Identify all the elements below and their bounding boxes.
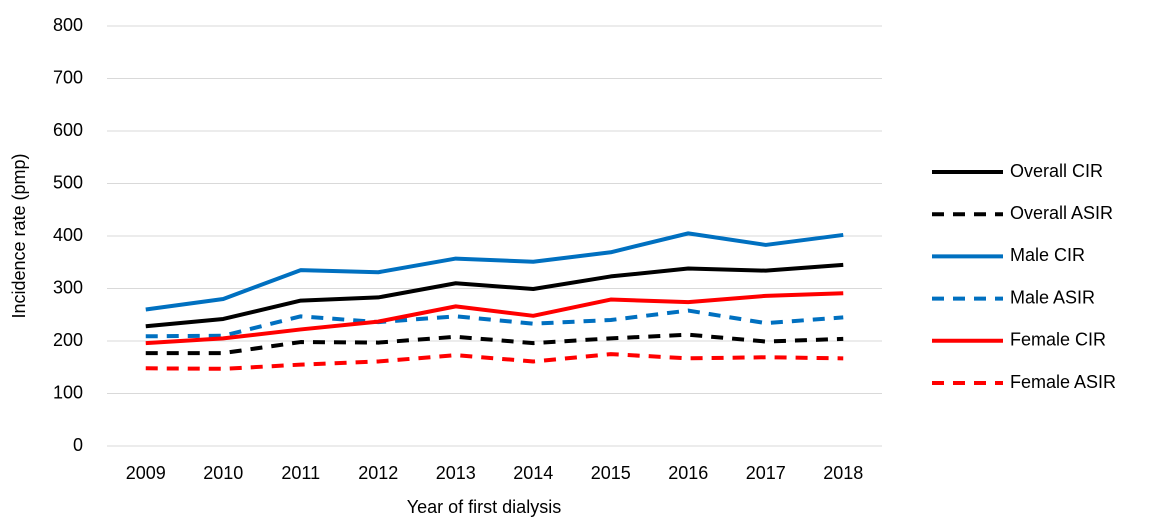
- y-tick-label: 200: [53, 330, 83, 350]
- y-tick-label: 600: [53, 120, 83, 140]
- legend-label: Male CIR: [1010, 245, 1085, 265]
- x-tick-label: 2010: [203, 463, 243, 483]
- x-axis-label: Year of first dialysis: [407, 497, 561, 517]
- series-line: [145, 352, 844, 371]
- x-tick-label: 2012: [358, 463, 398, 483]
- series-line: [145, 291, 844, 346]
- y-tick-label: 400: [53, 225, 83, 245]
- x-tick-label: 2016: [668, 463, 708, 483]
- x-tick-label: 2011: [281, 463, 320, 483]
- series-line: [145, 262, 844, 329]
- legend-label: Female ASIR: [1010, 372, 1116, 392]
- x-tick-label: 2013: [436, 463, 476, 483]
- y-tick-label: 0: [73, 435, 83, 455]
- y-axis-label: Incidence rate (pmp): [9, 153, 29, 318]
- x-tick-label: 2014: [513, 463, 553, 483]
- x-tick-label: 2009: [126, 463, 166, 483]
- y-tick-label: 300: [53, 277, 83, 297]
- legend-label: Female CIR: [1010, 330, 1106, 350]
- x-tick-label: 2018: [823, 463, 863, 483]
- y-tick-label: 500: [53, 172, 83, 192]
- y-tick-label: 700: [53, 67, 83, 87]
- series-line: [145, 231, 844, 312]
- series-line: [145, 332, 844, 356]
- y-tick-label: 100: [53, 382, 83, 402]
- legend-label: Overall CIR: [1010, 161, 1103, 181]
- x-tick-label: 2017: [746, 463, 786, 483]
- legend-label: Male ASIR: [1010, 287, 1095, 307]
- y-tick-label: 800: [53, 15, 83, 35]
- legend-label: Overall ASIR: [1010, 203, 1113, 223]
- x-tick-label: 2015: [591, 463, 631, 483]
